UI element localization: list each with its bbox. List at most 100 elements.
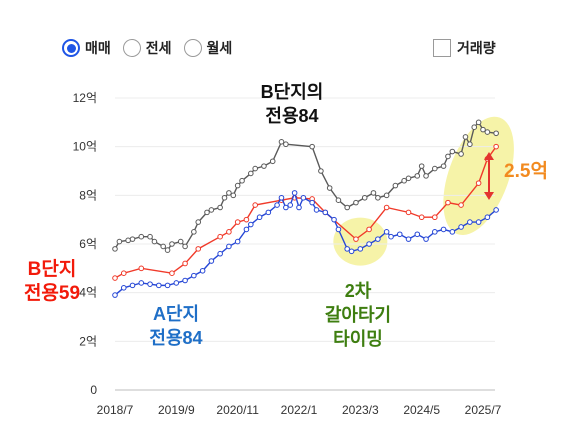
data-point [120,285,127,291]
data-point [475,119,482,126]
data-point [405,236,412,242]
y-tick-label: 4억 [79,286,97,300]
data-point [449,229,456,235]
data-point [313,207,320,213]
data-point [300,194,307,201]
data-point [195,246,202,252]
radio-unchecked-icon [122,39,141,57]
data-point [283,141,289,148]
data-point [458,202,464,208]
data-point [138,265,145,272]
data-point [256,214,263,221]
data-point [348,248,355,255]
data-point [156,282,162,289]
annotation-b59-line2: 전용59 [23,283,81,304]
data-point [331,216,337,223]
data-point [221,194,228,201]
volume-checkbox[interactable]: 거래량 [433,38,496,58]
data-point [480,126,486,133]
data-point [138,233,145,240]
data-point [484,214,491,221]
data-point [239,177,245,184]
data-point [112,246,118,252]
data-point [471,124,478,130]
data-point [309,199,315,206]
data-point [226,243,232,250]
data-point [116,238,123,245]
data-point [353,236,359,242]
data-point [182,243,188,250]
data-point [361,194,368,201]
data-point [322,209,329,216]
gap-arrow-head-up-icon [484,152,494,160]
annotation-b59-line1: B단지 [27,259,77,280]
y-tick-label: 2억 [79,334,97,348]
data-point [440,163,447,169]
data-point [191,272,197,279]
checkbox-unchecked-icon [433,39,451,57]
data-point [493,207,499,213]
data-point [414,231,421,238]
radio-jeonse[interactable]: 전세 [122,38,172,58]
annotation-b59: B단지 전용59 [10,258,94,306]
data-point [252,202,258,208]
x-tick-label: 2023/3 [342,403,379,417]
annotation-b84: B단지의 전용84 [232,80,352,128]
volume-checkbox-label: 거래량 [457,40,496,56]
data-point [147,233,153,240]
data-point [423,173,429,179]
data-point [309,143,315,150]
data-point [445,153,451,160]
data-point [278,139,285,145]
data-point [138,280,145,286]
data-point [418,163,425,169]
radio-monthly-rent[interactable]: 월세 [183,38,232,58]
annotation-gap: 2.5억 [504,161,548,182]
y-tick-label: 0 [90,383,97,397]
annotation-a84: A단지 전용84 [128,302,224,350]
data-point [405,209,412,216]
data-point [326,185,333,191]
data-point [467,219,473,225]
trade-type-radio-group: 매매 전세 월세 [62,36,244,60]
gap-arrow-head-down-icon [484,192,494,200]
data-point [475,219,482,225]
data-point [353,199,359,206]
data-point [432,214,438,221]
data-point [217,250,223,257]
data-point [392,182,399,189]
data-point [383,192,390,199]
x-tick-label: 2019/9 [158,403,195,417]
data-point [151,238,158,245]
data-point [129,282,136,289]
annotation-a84-line1: A단지 [152,304,200,324]
data-point [493,143,499,150]
data-point [401,177,407,184]
data-point [112,292,118,298]
data-point [458,151,464,157]
data-point [164,282,171,289]
data-point [208,258,215,264]
data-point [432,165,438,172]
data-point [458,224,464,230]
data-point [423,236,429,242]
data-point [234,219,241,225]
data-point [248,221,254,228]
data-point [396,231,403,238]
radio-sale-label: 매매 [85,40,111,56]
data-point [252,165,258,172]
data-point [217,233,223,240]
data-point [370,190,377,196]
data-point [147,281,153,287]
data-point [388,233,394,240]
data-point [357,246,364,252]
data-point [177,238,184,245]
radio-sale[interactable]: 매매 [62,38,111,58]
data-point [344,246,350,252]
data-point [191,229,197,235]
data-point [318,168,324,174]
data-point [296,204,302,211]
data-point [278,194,285,201]
data-point [169,270,175,277]
